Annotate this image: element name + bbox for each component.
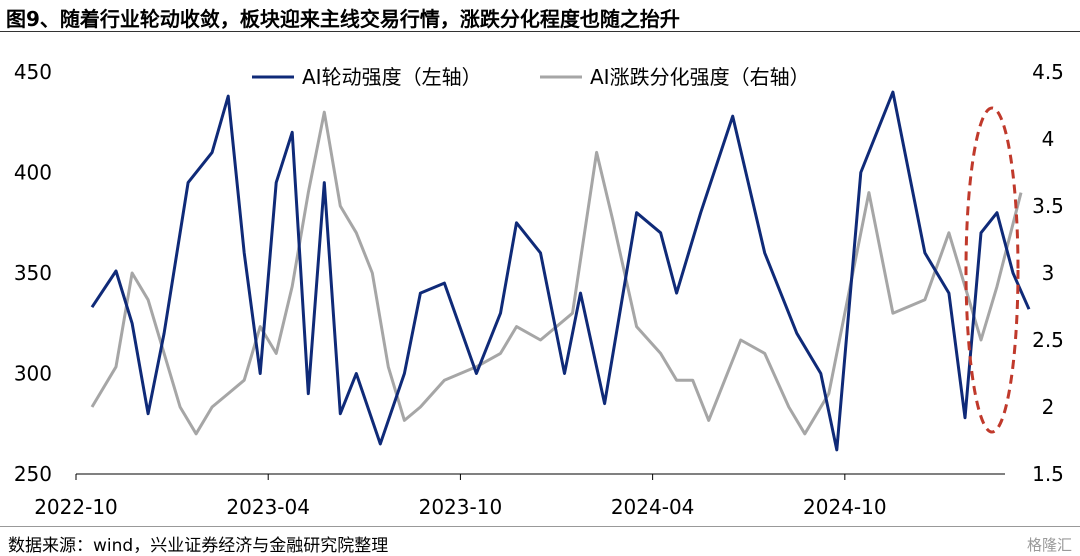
x-tick-label: 2022-10 [34, 495, 118, 519]
source-note: 数据来源：wind，兴业证券经济与金融研究院整理 [8, 536, 389, 556]
series-layer [90, 90, 1031, 452]
dual-axis-line-chart: 2022-10 2023-04 2023-10 2024-04 2024-10 250 3… [14, 60, 1064, 519]
y-left-tick-label: 400 [14, 161, 52, 185]
x-tick-label: 2023-04 [226, 495, 310, 519]
y-left-tick-label: 350 [14, 261, 52, 285]
y-right-tick-label: 2.5 [1032, 328, 1064, 352]
x-tick-label: 2024-10 [803, 495, 887, 519]
series-line-ai-rotation [90, 90, 1031, 452]
y-right-tick-label: 4 [1042, 127, 1055, 151]
y-left-tick-label: 250 [14, 462, 52, 486]
y-right-tick-label: 1.5 [1032, 462, 1064, 486]
footer-divider [0, 526, 1080, 527]
y-right-tick-label: 4.5 [1032, 60, 1064, 84]
x-axis: 2022-10 2023-04 2023-10 2024-04 2024-10 [34, 473, 1005, 519]
y-axis-right: 1.5 2 2.5 3 3.5 4 4.5 [1032, 60, 1064, 486]
highlight-ellipse [964, 106, 1020, 434]
x-tick-label: 2023-10 [419, 495, 503, 519]
watermark: 格隆汇 [1026, 536, 1072, 554]
legend-label-left: AI轮动强度（左轴） [302, 65, 482, 89]
series-line-ai-divergence [90, 110, 1023, 436]
y-right-tick-label: 2 [1042, 395, 1055, 419]
y-right-tick-label: 3 [1042, 261, 1055, 285]
legend-label-right: AI涨跌分化强度（右轴） [590, 65, 810, 89]
y-left-tick-label: 450 [14, 60, 52, 84]
legend: AI轮动强度（左轴） AI涨跌分化强度（右轴） [252, 65, 810, 89]
x-tick-label: 2024-04 [611, 495, 695, 519]
y-right-tick-label: 3.5 [1032, 194, 1064, 218]
y-left-tick-label: 300 [14, 362, 52, 386]
chart-title: 图9、随着行业轮动收敛，板块迎来主线交易行情，涨跌分化程度也随之抬升 [6, 7, 680, 31]
y-axis-left: 250 300 350 400 450 [14, 60, 52, 486]
title-divider [0, 31, 1080, 32]
